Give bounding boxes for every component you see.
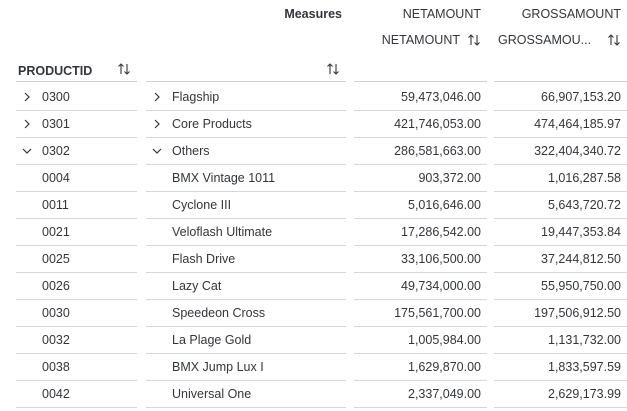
productid-sort-icon[interactable] <box>117 62 131 76</box>
chevron-right-icon[interactable] <box>152 92 162 102</box>
netamount-column-header[interactable]: NETAMOUNT <box>381 33 460 47</box>
product-id: 0004 <box>42 171 70 185</box>
grossamount-value: 2,629,173.99 <box>548 387 621 401</box>
product-id: 0042 <box>42 387 70 401</box>
header-divider <box>354 81 487 82</box>
product-name: Universal One <box>172 387 252 401</box>
product-id: 0300 <box>42 90 70 104</box>
grossamount-value: 197,506,912.50 <box>534 306 621 320</box>
productid-column-header[interactable]: PRODUCTID <box>18 64 93 78</box>
netamount-value: 286,581,663.00 <box>394 144 481 158</box>
grossamount-value: 1,016,287.58 <box>548 171 621 185</box>
table-row: 0004 BMX Vintage 1011 903,372.00 1,016,2… <box>0 165 627 192</box>
product-id: 0021 <box>42 225 70 239</box>
netamount-value: 1,005,984.00 <box>408 333 481 347</box>
product-name: Core Products <box>172 117 252 131</box>
grossamount-column-header[interactable]: GROSSAMOU... <box>498 33 592 47</box>
grossamount-column-title: GROSSAMOUNT <box>521 7 621 21</box>
product-name: Lazy Cat <box>172 279 222 293</box>
netamount-value: 33,106,500.00 <box>401 252 481 266</box>
product-id: 0025 <box>42 252 70 266</box>
netamount-value: 421,746,053.00 <box>394 117 481 131</box>
grossamount-value: 55,950,750.00 <box>541 279 621 293</box>
grossamount-value: 5,643,720.72 <box>548 198 621 212</box>
product-id: 0026 <box>42 279 70 293</box>
netamount-value: 2,337,049.00 <box>408 387 481 401</box>
grossamount-value: 474,464,185.97 <box>534 117 621 131</box>
product-id: 0038 <box>42 360 70 374</box>
table-row: 0021 Veloflash Ultimate 17,286,542.00 19… <box>0 219 627 246</box>
table-row: 0030 Speedeon Cross 175,561,700.00 197,5… <box>0 300 627 327</box>
product-name: Veloflash Ultimate <box>172 225 273 239</box>
netamount-column-title: NETAMOUNT <box>402 7 481 21</box>
table-row: 0302 Others 286,581,663.00 322,404,340.7… <box>0 138 627 165</box>
measures-label: Measures <box>284 7 342 21</box>
netamount-value: 59,473,046.00 <box>401 90 481 104</box>
product-name: BMX Jump Lux I <box>172 360 264 374</box>
grossamount-value: 1,131,732.00 <box>548 333 621 347</box>
header-divider <box>146 81 346 82</box>
product-name: Flash Drive <box>172 252 236 266</box>
product-name: Speedeon Cross <box>172 306 266 320</box>
product-name: Others <box>172 144 210 158</box>
table-row: 0011 Cyclone III 5,016,646.00 5,643,720.… <box>0 192 627 219</box>
grossamount-value: 37,244,812.50 <box>541 252 621 266</box>
product-id: 0301 <box>42 117 70 131</box>
netamount-value: 1,629,870.00 <box>408 360 481 374</box>
header-divider <box>494 81 627 82</box>
grossamount-sort-icon[interactable] <box>607 33 621 47</box>
grossamount-value: 1,833,597.59 <box>548 360 621 374</box>
table-row: 0042 Universal One 2,337,049.00 2,629,17… <box>0 381 627 408</box>
table-row: 0025 Flash Drive 33,106,500.00 37,244,81… <box>0 246 627 273</box>
chevron-down-icon[interactable] <box>152 146 162 156</box>
netamount-value: 49,734,000.00 <box>401 279 481 293</box>
header-divider <box>16 81 137 82</box>
chevron-down-icon[interactable] <box>22 146 32 156</box>
netamount-value: 903,372.00 <box>418 171 481 185</box>
product-name: Cyclone III <box>172 198 232 212</box>
product-name-sort-icon[interactable] <box>326 62 340 76</box>
netamount-value: 5,016,646.00 <box>408 198 481 212</box>
grossamount-value: 66,907,153.20 <box>541 90 621 104</box>
netamount-sort-icon[interactable] <box>467 33 481 47</box>
chevron-right-icon[interactable] <box>152 119 162 129</box>
table-row: 0026 Lazy Cat 49,734,000.00 55,950,750.0… <box>0 273 627 300</box>
product-id: 0011 <box>42 198 69 212</box>
netamount-value: 17,286,542.00 <box>401 225 481 239</box>
product-id: 0030 <box>42 306 70 320</box>
grossamount-value: 322,404,340.72 <box>534 144 621 158</box>
product-name: La Plage Gold <box>172 333 252 347</box>
table-row: 0032 La Plage Gold 1,005,984.00 1,131,73… <box>0 327 627 354</box>
netamount-value: 175,561,700.00 <box>394 306 481 320</box>
chevron-right-icon[interactable] <box>22 119 32 129</box>
product-id: 0302 <box>42 144 70 158</box>
product-name: BMX Vintage 1011 <box>172 171 276 185</box>
grossamount-value: 19,447,353.84 <box>541 225 621 239</box>
table-row: 0038 BMX Jump Lux I 1,629,870.00 1,833,5… <box>0 354 627 381</box>
chevron-right-icon[interactable] <box>22 92 32 102</box>
table-row: 0300 Flagship 59,473,046.00 66,907,153.2… <box>0 84 627 111</box>
product-id: 0032 <box>42 333 70 347</box>
product-name: Flagship <box>172 90 220 104</box>
table-row: 0301 Core Products 421,746,053.00 474,46… <box>0 111 627 138</box>
